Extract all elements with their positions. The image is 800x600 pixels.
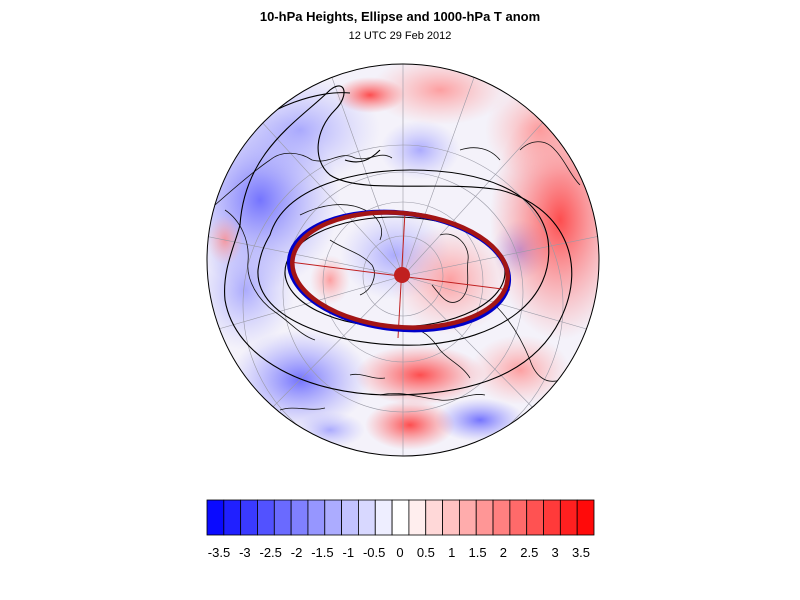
colorbar-box xyxy=(257,499,275,536)
colorbar-tick-label: 3 xyxy=(552,545,559,560)
figure-subtitle: 12 UTC 29 Feb 2012 xyxy=(348,30,452,42)
colorbar-box xyxy=(374,499,393,536)
colorbar-box xyxy=(559,499,578,536)
colorbar-box xyxy=(408,499,427,536)
colorbar-box xyxy=(307,499,326,536)
colorbar-tick-label: 2 xyxy=(500,545,507,560)
colorbar-tick-label: 0 xyxy=(396,545,403,560)
colorbar-tick-label: -2.5 xyxy=(260,545,282,560)
colorbar-box xyxy=(458,499,477,536)
colorbar-box xyxy=(576,499,595,536)
colorbar-tick-label: 2.5 xyxy=(520,545,538,560)
colorbar-tick-label: -1 xyxy=(343,545,355,560)
colorbar-tick-label: 0.5 xyxy=(417,545,435,560)
colorbar-box xyxy=(475,499,494,536)
ellipse-center-marker xyxy=(394,267,410,283)
colorbar-tick-label: -0.5 xyxy=(363,545,385,560)
colorbar-box xyxy=(509,499,528,536)
figure-title: 10-hPa Heights, Ellipse and 1000-hPa T a… xyxy=(259,9,541,24)
coastlines xyxy=(214,141,581,411)
colorbar-tick-label: -3.5 xyxy=(208,545,230,560)
colorbar-tick-label: 1 xyxy=(448,545,455,560)
colorbar-box xyxy=(543,499,561,536)
colorbar-box xyxy=(442,499,460,536)
fitted-ellipse xyxy=(290,210,510,330)
colorbar-box xyxy=(290,499,309,536)
colorbar-tick-label: -2 xyxy=(291,545,303,560)
colorbar-tick-label: 3.5 xyxy=(572,545,590,560)
colorbar-box xyxy=(358,499,376,536)
colorbar-tick-label: -3 xyxy=(239,545,251,560)
colorbar-box xyxy=(273,499,292,536)
colorbar-tick-label: 1.5 xyxy=(469,545,487,560)
colorbar-box xyxy=(526,499,544,536)
graticule-lines xyxy=(207,64,599,456)
colorbar-box xyxy=(391,499,410,536)
colorbar-box xyxy=(425,499,443,536)
colorbar-box xyxy=(492,499,511,536)
colorbar-box xyxy=(341,499,359,536)
colorbar-box xyxy=(240,499,258,536)
globe-outline xyxy=(206,63,600,457)
colorbar-box xyxy=(206,499,225,536)
colorbar-tick-label: -1.5 xyxy=(311,545,333,560)
colorbar-box xyxy=(324,499,343,536)
colorbar-box xyxy=(223,499,242,536)
